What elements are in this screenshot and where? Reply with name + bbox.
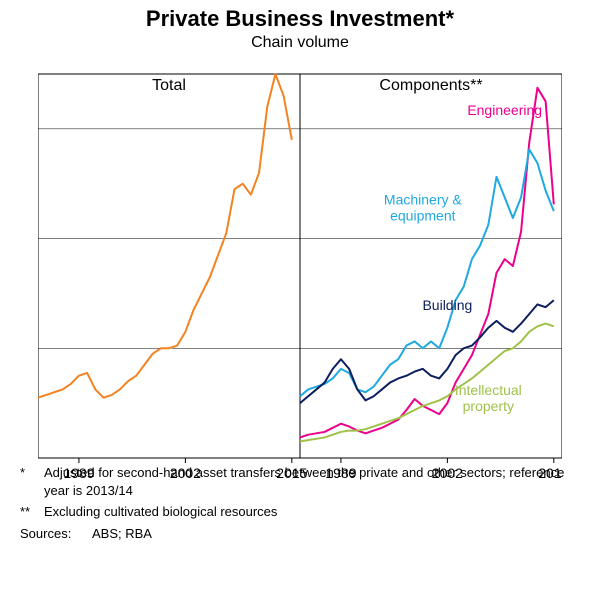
chart-subtitle: Chain volume [0, 34, 600, 52]
svg-text:Intellectual: Intellectual [455, 382, 522, 398]
svg-text:2002: 2002 [170, 465, 201, 481]
footnote-text-2: Excluding cultivated biological resource… [44, 503, 580, 521]
svg-text:Machinery &: Machinery & [384, 191, 462, 207]
svg-text:2002: 2002 [432, 465, 463, 481]
sources: Sources: ABS; RBA [20, 525, 580, 543]
sources-label: Sources: [20, 525, 92, 543]
plot-area: Total1989200220150204060$bComponents**En… [38, 56, 562, 456]
svg-text:Total: Total [152, 77, 186, 94]
svg-text:equipment: equipment [390, 207, 455, 223]
footnote-marker-2: ** [20, 503, 44, 521]
svg-text:1989: 1989 [63, 465, 94, 481]
plot-svg: Total1989200220150204060$bComponents**En… [38, 56, 562, 486]
sources-text: ABS; RBA [92, 525, 152, 543]
chart-title: Private Business Investment* [0, 0, 600, 32]
svg-text:1989: 1989 [325, 465, 356, 481]
footnote-2: ** Excluding cultivated biological resou… [20, 503, 580, 521]
svg-text:2015: 2015 [276, 465, 307, 481]
svg-text:2015: 2015 [538, 465, 562, 481]
chart-container: Private Business Investment* Chain volum… [0, 0, 600, 591]
svg-text:Building: Building [422, 297, 472, 313]
svg-text:Components**: Components** [379, 77, 482, 94]
svg-text:property: property [463, 398, 514, 414]
svg-text:Engineering: Engineering [467, 102, 542, 118]
